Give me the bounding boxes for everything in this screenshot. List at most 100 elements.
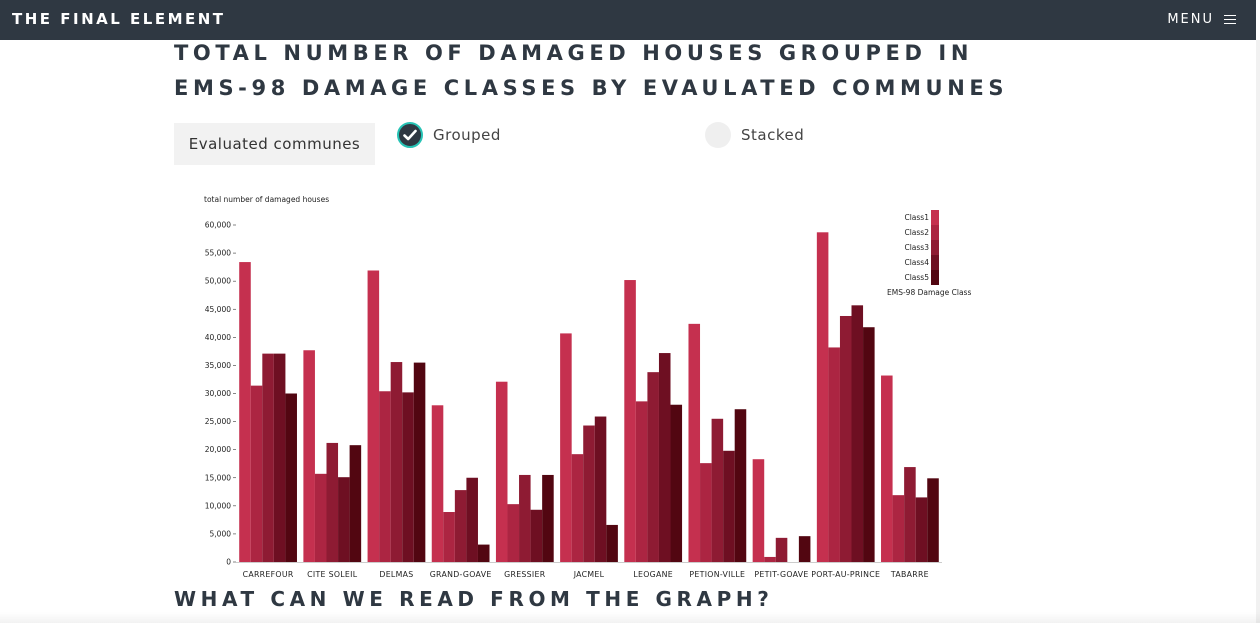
grouped-radio[interactable] (397, 122, 423, 148)
bar[interactable] (390, 362, 403, 562)
legend-label: Class3 (904, 243, 929, 252)
y-axis: 0 5,000 10,000 15,000 20,000 25,000 30,000 35,0… (205, 221, 236, 567)
bar[interactable] (454, 490, 467, 562)
bar[interactable] (711, 418, 724, 562)
bar[interactable] (519, 474, 531, 562)
bar[interactable] (635, 401, 648, 562)
y-axis-label: total number of damaged houses (204, 195, 329, 204)
bar[interactable] (734, 409, 747, 562)
bar[interactable] (816, 232, 829, 562)
grouped-label: Grouped (433, 126, 501, 144)
bar[interactable] (431, 405, 444, 562)
grouped-option[interactable]: Grouped (397, 122, 501, 148)
scrollbar[interactable] (1256, 40, 1260, 623)
bar[interactable] (507, 504, 520, 562)
stacked-option[interactable]: Stacked (705, 122, 804, 148)
x-tick-label: GRAND-GOAVE (430, 570, 492, 579)
bar[interactable] (798, 536, 811, 562)
bar[interactable] (530, 509, 543, 562)
bar[interactable] (688, 323, 701, 562)
bar[interactable] (647, 372, 659, 562)
check-icon (403, 129, 417, 141)
bar[interactable] (326, 442, 339, 562)
y-tick-label: 45,000 (205, 305, 231, 314)
bar[interactable] (239, 262, 251, 562)
legend-swatch (931, 240, 939, 255)
bar[interactable] (402, 392, 414, 562)
y-tick-label: 60,000 (205, 221, 231, 230)
bar[interactable] (624, 280, 636, 562)
bar[interactable] (314, 473, 327, 562)
bar[interactable] (881, 375, 893, 562)
bar[interactable] (303, 350, 315, 562)
brand-logo[interactable]: THE FINAL ELEMENT (12, 10, 226, 28)
page-title: TOTAL NUMBER OF DAMAGED HOUSES GROUPED I… (174, 41, 1009, 100)
bar[interactable] (495, 381, 508, 562)
stacked-radio[interactable] (705, 122, 731, 148)
bar[interactable] (443, 512, 455, 562)
bar[interactable] (594, 416, 607, 562)
bar[interactable] (927, 478, 939, 562)
x-tick-label: PETION-VILLE (689, 570, 745, 579)
bar[interactable] (723, 450, 735, 562)
legend-swatch (931, 255, 939, 270)
bar[interactable] (571, 454, 584, 562)
bar[interactable] (273, 353, 286, 562)
stacked-label: Stacked (741, 126, 805, 144)
menu-label: MENU (1167, 12, 1214, 27)
menu-button[interactable]: MENU (1167, 12, 1236, 27)
bar[interactable] (752, 459, 765, 562)
evaluated-communes-button[interactable]: Evaluated communes (174, 123, 375, 165)
bar[interactable] (828, 347, 840, 562)
bar[interactable] (250, 385, 263, 562)
bar[interactable] (839, 315, 852, 562)
bar[interactable] (583, 425, 595, 562)
bar[interactable] (262, 353, 274, 562)
x-tick-label: LEOGANE (633, 570, 673, 579)
bar[interactable] (851, 305, 864, 562)
y-tick-label: 5,000 (210, 529, 232, 538)
y-tick-label: 10,000 (205, 501, 231, 510)
bar[interactable] (367, 270, 380, 562)
legend-label: Class4 (904, 258, 929, 267)
x-tick-label: CARREFOUR (243, 570, 294, 579)
bar[interactable] (915, 497, 928, 562)
bar[interactable] (606, 524, 618, 562)
bar[interactable] (285, 393, 297, 563)
legend-label: Class2 (904, 228, 929, 237)
bar[interactable] (338, 477, 350, 562)
bar[interactable] (413, 362, 426, 562)
y-tick-label: 35,000 (205, 361, 231, 370)
bar[interactable] (775, 537, 788, 562)
bar[interactable] (466, 477, 478, 562)
bar[interactable] (658, 353, 671, 562)
bar[interactable] (349, 445, 362, 562)
bar[interactable] (863, 327, 875, 562)
legend-label: Class1 (904, 213, 929, 222)
x-tick-label: PETIT-GOAVE (754, 570, 808, 579)
bar[interactable] (560, 333, 572, 562)
x-tick-label: GRESSIER (504, 570, 546, 579)
y-tick-label: 30,000 (205, 389, 231, 398)
bar[interactable] (764, 556, 776, 562)
legend-swatch (931, 225, 939, 240)
x-axis: CARREFOUR CITE SOLEIL DELMAS GRAND-GOAVE GRE… (236, 562, 942, 579)
bar[interactable] (670, 404, 683, 562)
bar[interactable] (542, 474, 554, 562)
x-tick-label: CITE SOLEIL (307, 570, 358, 579)
bottom-shadow (0, 612, 1260, 623)
top-navbar: THE FINAL ELEMENT MENU (0, 0, 1256, 40)
x-tick-label: TABARRE (890, 570, 929, 579)
bar[interactable] (904, 467, 916, 562)
legend-label: Class5 (904, 273, 929, 282)
legend-swatch (931, 210, 939, 225)
y-tick-label: 50,000 (205, 277, 231, 286)
x-tick-label: JACMEL (573, 570, 605, 579)
bar[interactable] (379, 391, 391, 562)
bar[interactable] (700, 463, 712, 562)
bar[interactable] (477, 544, 490, 562)
section-heading: WHAT CAN WE READ FROM THE GRAPH? (174, 587, 774, 611)
hamburger-icon (1224, 14, 1236, 25)
bar[interactable] (892, 495, 905, 562)
